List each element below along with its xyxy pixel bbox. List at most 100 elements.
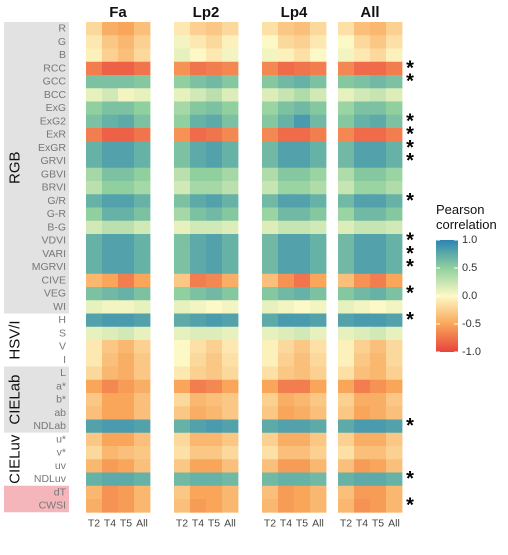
significance-star: *: [406, 110, 414, 132]
heatmap-cell: [190, 181, 207, 195]
heatmap-cell: [206, 353, 223, 367]
heatmap-cell: [354, 432, 371, 447]
heatmap-cell: [222, 88, 239, 102]
heatmap-cell: [386, 154, 403, 169]
heatmap-cell: [354, 499, 371, 513]
heatmap-cell: [190, 194, 207, 208]
heatmap-cell: [222, 379, 239, 394]
heatmap-cell: [386, 220, 403, 235]
heatmap-cell: [134, 313, 151, 328]
column-tick-label: T5: [208, 517, 220, 529]
heatmap-cell: [222, 432, 239, 447]
row-label: BRVI: [42, 182, 66, 194]
heatmap-cell: [174, 141, 191, 155]
heatmap-cell: [294, 75, 311, 89]
heatmap-cell: [206, 61, 223, 76]
heatmap-cell: [338, 61, 355, 76]
row-label: ExG: [46, 102, 66, 114]
heatmap-cell: [134, 432, 151, 447]
heatmap-cell: [278, 446, 295, 460]
heatmap-cell: [222, 340, 239, 354]
heatmap-cell: [354, 247, 371, 261]
heatmap-cell: [174, 353, 191, 367]
heatmap-cell: [338, 114, 355, 129]
heatmap-cell: [190, 220, 207, 235]
legend-title-line: Pearson: [436, 202, 484, 217]
heatmap-cell: [102, 406, 119, 420]
heatmap-cell: [310, 406, 327, 420]
heatmap-cell: [310, 260, 327, 275]
heatmap-cell: [294, 194, 311, 208]
heatmap-cell: [338, 485, 355, 500]
heatmap-cell: [278, 114, 295, 129]
heatmap-cell: [174, 459, 191, 473]
heatmap-cell: [354, 340, 371, 354]
heatmap-cells-layer: [86, 22, 403, 513]
heatmap-cell: [370, 432, 387, 447]
column-tick-label: All: [224, 517, 236, 529]
heatmap-cell: [86, 406, 103, 420]
heatmap-cell: [338, 247, 355, 261]
heatmap-cell: [134, 260, 151, 275]
heatmap-cell: [278, 181, 295, 195]
heatmap-cell: [262, 499, 279, 513]
heatmap-cell: [134, 326, 151, 341]
column-tick-label: T2: [88, 517, 100, 529]
heatmap-cell: [354, 194, 371, 208]
heatmap-cell: [338, 194, 355, 208]
heatmap-cell: [86, 220, 103, 235]
heatmap-cell: [134, 406, 151, 420]
heatmap-cell: [190, 273, 207, 288]
heatmap-cell: [102, 194, 119, 208]
significance-star: *: [406, 495, 414, 517]
heatmap-cell: [102, 499, 119, 513]
column-tick-label: T4: [192, 517, 204, 529]
row-label: L: [60, 367, 66, 379]
heatmap-cell: [102, 485, 119, 500]
heatmap-cell: [134, 75, 151, 89]
heatmap-cell: [386, 247, 403, 261]
heatmap-cell: [278, 406, 295, 420]
heatmap-cell: [338, 273, 355, 288]
heatmap-cell: [118, 167, 135, 182]
heatmap-cell: [86, 273, 103, 288]
heatmap-cell: [118, 472, 135, 487]
heatmap-cell: [386, 75, 403, 89]
heatmap-cell: [86, 432, 103, 447]
heatmap-cell: [262, 114, 279, 129]
column-tick-label: T4: [104, 517, 116, 529]
heatmap-cell: [134, 181, 151, 195]
heatmap-cell: [222, 485, 239, 500]
heatmap-cell: [86, 446, 103, 460]
row-label: R: [58, 23, 66, 35]
heatmap-cell: [206, 128, 223, 142]
heatmap-cell: [134, 300, 151, 314]
heatmap-cell: [386, 326, 403, 341]
heatmap-cell: [354, 273, 371, 288]
heatmap-cell: [190, 114, 207, 129]
heatmap-cell: [278, 61, 295, 76]
heatmap-cell: [190, 234, 207, 248]
heatmap-cell: [86, 485, 103, 500]
heatmap-cell: [386, 22, 403, 36]
heatmap-cell: [386, 207, 403, 222]
heatmap-cell: [370, 75, 387, 89]
heatmap-cell: [86, 181, 103, 195]
heatmap-cell: [354, 22, 371, 36]
heatmap-cell: [222, 393, 239, 407]
heatmap-cell: [134, 247, 151, 261]
heatmap-cell: [278, 22, 295, 36]
row-label: a*: [56, 380, 66, 392]
heatmap-cell: [338, 287, 355, 301]
heatmap-cell: [134, 61, 151, 76]
heatmap-cell: [278, 207, 295, 222]
heatmap-cell: [102, 234, 119, 248]
heatmap-cell: [294, 154, 311, 169]
heatmap-cell: [386, 432, 403, 447]
heatmap-cell: [190, 35, 207, 49]
heatmap-cell: [118, 379, 135, 394]
heatmap-cell: [338, 472, 355, 487]
heatmap-cell: [118, 88, 135, 102]
heatmap-cell: [310, 273, 327, 288]
